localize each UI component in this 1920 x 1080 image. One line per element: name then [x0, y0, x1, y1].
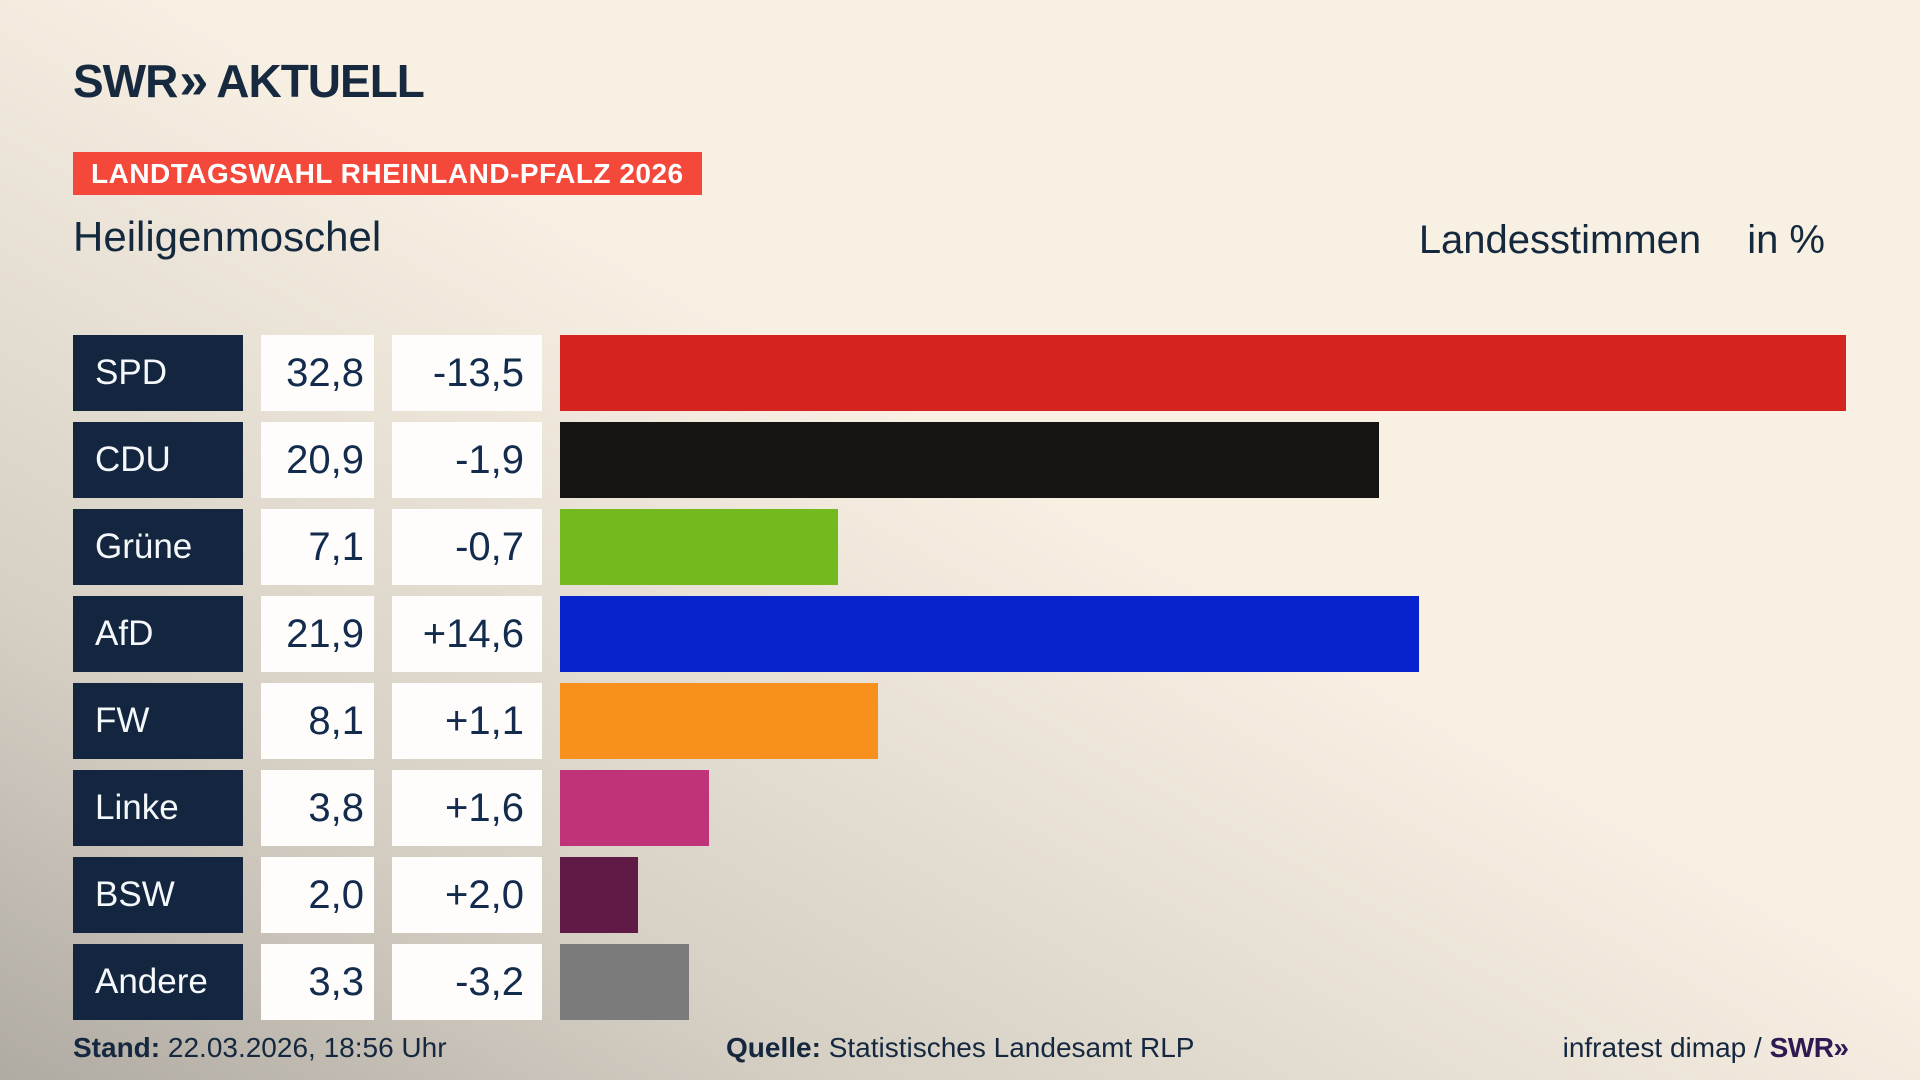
chart-header-right: Landesstimmen in % — [1419, 218, 1825, 262]
swr-mini-logo: SWR» — [1769, 1032, 1849, 1063]
change-cell: -3,2 — [392, 944, 542, 1020]
bar-row: SPD 32,8 -13,5 — [73, 335, 1846, 411]
credit-line: infratest dimap / SWR» — [1562, 1031, 1849, 1065]
change-cell: +1,6 — [392, 770, 542, 846]
stand-line: Stand: 22.03.2026, 18:56 Uhr — [73, 1031, 447, 1065]
change-cell: -13,5 — [392, 335, 542, 411]
stand-value: 22.03.2026, 18:56 Uhr — [167, 1032, 447, 1063]
party-label: Grüne — [73, 509, 243, 585]
vote-type-label: Landesstimmen — [1418, 218, 1702, 262]
credit-text: infratest dimap / — [1562, 1032, 1762, 1063]
bar-track — [560, 683, 1846, 759]
change-cell: +2,0 — [392, 857, 542, 933]
bar-row: Linke 3,8 +1,6 — [73, 770, 1846, 846]
party-label: CDU — [73, 422, 243, 498]
chart: SPD 32,8 -13,5 CDU 20,9 -1,9 Grüne 7,1 -0,7 AfD 21… — [73, 335, 1846, 1020]
swr-mini-text: SWR — [1769, 1032, 1834, 1063]
party-label: FW — [73, 683, 243, 759]
party-label: SPD — [73, 335, 243, 411]
party-label: AfD — [73, 596, 243, 672]
bar-track — [560, 770, 1846, 846]
bar-fill — [560, 335, 1846, 411]
change-cell: +14,6 — [392, 596, 542, 672]
bar-track — [560, 335, 1846, 411]
bar-fill — [560, 422, 1380, 498]
bar-row: Grüne 7,1 -0,7 — [73, 509, 1846, 585]
bar-row: Andere 3,3 -3,2 — [73, 944, 1846, 1020]
bar-row: CDU 20,9 -1,9 — [73, 422, 1846, 498]
bar-track — [560, 596, 1846, 672]
bar-track — [560, 944, 1846, 1020]
party-label: Linke — [73, 770, 243, 846]
change-cell: +1,1 — [392, 683, 542, 759]
bar-fill — [560, 683, 878, 759]
value-cell: 21,9 — [261, 596, 374, 672]
bar-fill — [560, 509, 839, 585]
stand-label: Stand: — [73, 1032, 161, 1063]
value-cell: 3,8 — [261, 770, 374, 846]
bar-row: BSW 2,0 +2,0 — [73, 857, 1846, 933]
party-label: BSW — [73, 857, 243, 933]
bar-row: FW 8,1 +1,1 — [73, 683, 1846, 759]
swr-mini-chevrons-icon: » — [1833, 1032, 1848, 1063]
bar-track — [560, 857, 1846, 933]
bar-fill — [560, 857, 639, 933]
election-badge: LANDTAGSWAHL RHEINLAND-PFALZ 2026 — [73, 152, 702, 195]
quelle-value: Statistisches Landesamt RLP — [828, 1032, 1195, 1063]
value-cell: 8,1 — [261, 683, 374, 759]
bar-row: AfD 21,9 +14,6 — [73, 596, 1846, 672]
bar-track — [560, 422, 1846, 498]
value-cell: 32,8 — [261, 335, 374, 411]
quelle-label: Quelle: — [726, 1032, 821, 1063]
value-cell: 7,1 — [261, 509, 374, 585]
value-cell: 3,3 — [261, 944, 374, 1020]
logo-swr-text: SWR — [73, 55, 178, 107]
party-label: Andere — [73, 944, 243, 1020]
change-cell: -0,7 — [392, 509, 542, 585]
logo-aktuell-text: AKTUELL — [216, 55, 425, 107]
bar-fill — [560, 770, 709, 846]
quelle-line: Quelle: Statistisches Landesamt RLP — [726, 1031, 1194, 1065]
municipality-title: Heiligenmoschel — [73, 213, 382, 260]
bar-fill — [560, 944, 690, 1020]
bar-fill — [560, 596, 1419, 672]
value-cell: 2,0 — [261, 857, 374, 933]
value-cell: 20,9 — [261, 422, 374, 498]
bar-track — [560, 509, 1846, 585]
unit-label: in % — [1747, 218, 1825, 262]
change-cell: -1,9 — [392, 422, 542, 498]
swr-aktuell-logo: SWR» AKTUELL — [73, 52, 425, 110]
logo-chevrons-icon: » — [179, 52, 208, 110]
